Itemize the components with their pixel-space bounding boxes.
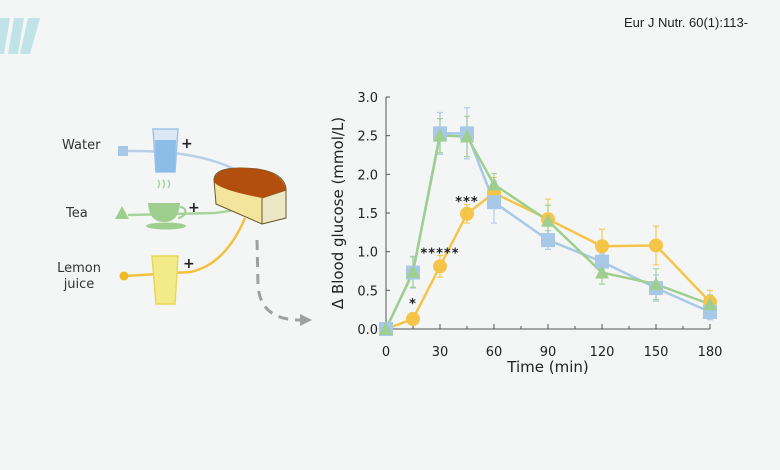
data-point-triangle: [433, 128, 447, 142]
significance-annotation: *****: [421, 247, 460, 262]
water-glass-icon: [152, 128, 179, 173]
y-tick-label: 1.5: [357, 207, 378, 222]
data-point-circle: [460, 206, 474, 221]
data-point-triangle: [406, 264, 420, 278]
x-tick-label: 180: [698, 345, 723, 360]
y-tick-label: 0.0: [357, 323, 378, 338]
logo-icon: [0, 18, 40, 54]
water-label: Water: [62, 138, 101, 153]
x-tick-label: 0: [382, 345, 390, 360]
significance-annotation: *: [409, 297, 417, 312]
y-axis-label: Δ Blood glucose (mmol/L): [329, 117, 347, 309]
data-point-triangle: [595, 265, 609, 279]
x-tick-label: 90: [540, 345, 557, 360]
citation: Eur J Nutr. 60(1):113-: [624, 15, 749, 30]
data-point-square: [487, 195, 501, 210]
tea-cup-icon: [146, 179, 187, 230]
data-point-square: [541, 233, 555, 248]
plus-sign: +: [181, 136, 193, 152]
plus-sign: +: [188, 200, 200, 216]
y-tick-label: 2.0: [357, 168, 378, 183]
y-tick-label: 3.0: [357, 91, 378, 106]
lemon-juice-label: Lemon juice: [57, 261, 101, 292]
data-point-circle: [433, 259, 447, 274]
y-tick-label: 2.5: [357, 130, 378, 145]
significance-annotation: ***: [455, 195, 478, 210]
y-tick-label: 1.0: [357, 246, 378, 261]
x-tick-label: 60: [486, 345, 503, 360]
data-point-triangle: [379, 322, 393, 335]
data-point-square: [595, 254, 609, 269]
dashed-arrow-icon: [255, 239, 301, 322]
x-tick-label: 30: [432, 345, 449, 360]
lemon-juice-glass-icon: [151, 255, 179, 305]
data-point-circle: [595, 239, 609, 254]
tea-label: Tea: [66, 206, 88, 221]
x-axis-label: Time (min): [506, 358, 588, 376]
plus-sign: +: [183, 256, 195, 272]
data-point-circle: [649, 238, 663, 253]
x-tick-label: 150: [644, 345, 669, 360]
lemon-circle-marker: [119, 271, 129, 281]
tea-triangle-marker: [115, 206, 129, 219]
meal-illustration: + + +: [115, 128, 312, 326]
y-tick-label: 0.5: [357, 284, 378, 299]
water-square-marker: [118, 146, 128, 156]
data-point-triangle: [541, 213, 555, 227]
data-point-circle: [406, 311, 420, 326]
data-point-triangle: [487, 177, 501, 191]
x-tick-label: 120: [590, 345, 615, 360]
data-point-triangle: [649, 277, 663, 291]
data-point-triangle: [703, 297, 717, 311]
data-point-triangle: [460, 129, 474, 143]
bread-icon: [213, 167, 287, 225]
